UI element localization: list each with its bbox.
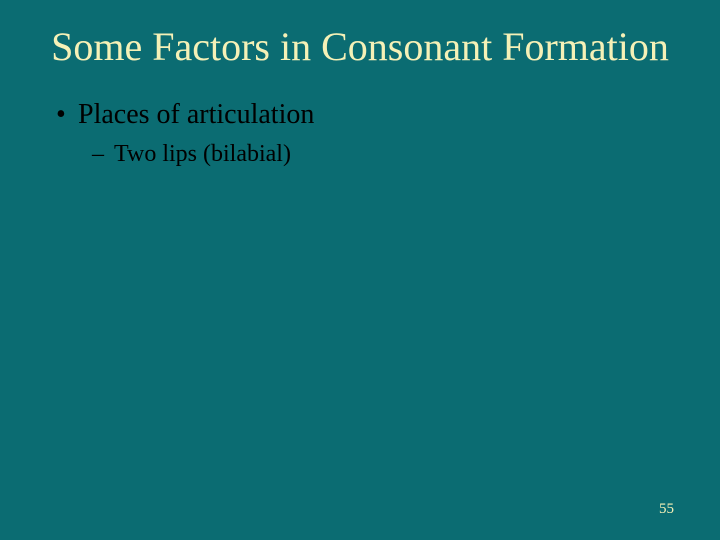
bullet-text-l1: Places of articulation	[78, 98, 314, 132]
page-number: 55	[659, 501, 674, 518]
slide: Some Factors in Consonant Formation • Pl…	[0, 0, 720, 540]
bullet-level-1: • Places of articulation	[56, 98, 672, 132]
bullet-marker-l1: •	[56, 98, 78, 132]
bullet-text-l2: Two lips (bilabial)	[114, 140, 291, 169]
bullet-level-2: – Two lips (bilabial)	[92, 140, 672, 169]
bullet-marker-l2: –	[92, 140, 114, 169]
slide-title: Some Factors in Consonant Formation	[48, 24, 672, 70]
